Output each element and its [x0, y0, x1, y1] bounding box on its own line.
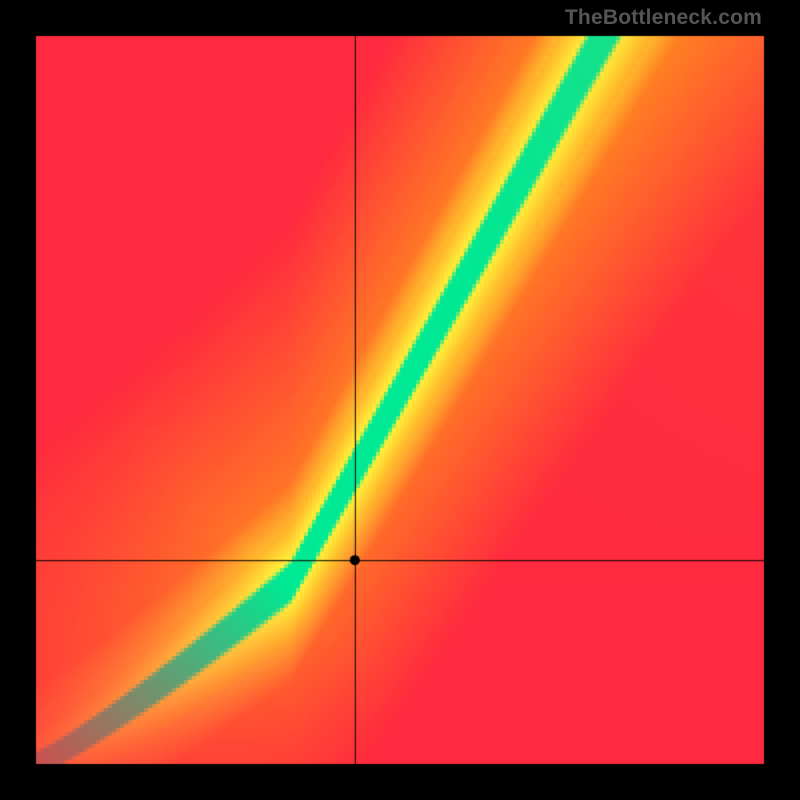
attribution-text: TheBottleneck.com	[565, 6, 762, 30]
bottleneck-heatmap	[0, 0, 800, 800]
